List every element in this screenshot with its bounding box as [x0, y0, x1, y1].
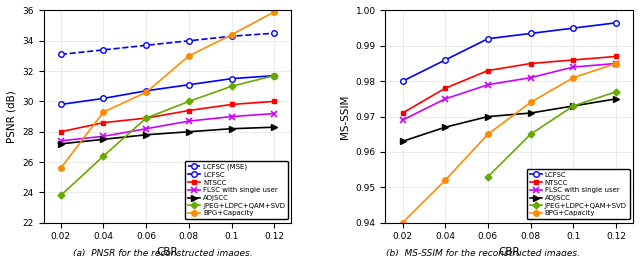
ADJSCC	[442, 126, 449, 129]
Line: LCFSC (MSE): LCFSC (MSE)	[58, 30, 277, 57]
BPG+Capacity	[527, 101, 534, 104]
JPEG+LDPC+QAM+SVD	[142, 116, 150, 120]
BPG+Capacity	[570, 76, 577, 79]
ADJSCC	[570, 104, 577, 108]
Text: (a)  PNSR for the reconstructed images.: (a) PNSR for the reconstructed images.	[74, 249, 253, 256]
LCFSC	[570, 27, 577, 30]
Line: BPG+Capacity: BPG+Capacity	[400, 61, 619, 226]
LCFSC	[399, 80, 406, 83]
FLSC with single user	[271, 112, 278, 115]
NTSCC	[100, 121, 108, 124]
ADJSCC	[142, 133, 150, 136]
NTSCC	[228, 103, 236, 106]
BPG+Capacity	[271, 10, 278, 14]
Line: BPG+Capacity: BPG+Capacity	[58, 9, 277, 171]
NTSCC	[142, 116, 150, 120]
Line: ADJSCC: ADJSCC	[58, 124, 277, 147]
Line: LCFSC: LCFSC	[400, 20, 619, 84]
LCFSC	[185, 83, 193, 86]
LCFSC (MSE)	[100, 48, 108, 51]
FLSC with single user	[399, 119, 406, 122]
BPG+Capacity	[484, 133, 492, 136]
LCFSC	[271, 74, 278, 77]
ADJSCC	[57, 142, 65, 145]
NTSCC	[442, 87, 449, 90]
NTSCC	[527, 62, 534, 65]
LCFSC	[142, 89, 150, 92]
FLSC with single user	[228, 115, 236, 118]
NTSCC	[185, 109, 193, 112]
BPG+Capacity	[442, 179, 449, 182]
Line: JPEG+LDPC+QAM+SVD: JPEG+LDPC+QAM+SVD	[486, 89, 618, 179]
NTSCC	[612, 55, 620, 58]
LCFSC	[228, 77, 236, 80]
Line: FLSC with single user: FLSC with single user	[399, 60, 619, 123]
LCFSC	[100, 97, 108, 100]
JPEG+LDPC+QAM+SVD	[612, 90, 620, 93]
Y-axis label: MS-SSIM: MS-SSIM	[340, 94, 350, 139]
LCFSC	[527, 32, 534, 35]
NTSCC	[57, 130, 65, 133]
ADJSCC	[100, 138, 108, 141]
JPEG+LDPC+QAM+SVD	[271, 74, 278, 77]
ADJSCC	[185, 130, 193, 133]
LCFSC	[612, 21, 620, 24]
LCFSC (MSE)	[142, 44, 150, 47]
NTSCC	[271, 100, 278, 103]
NTSCC	[570, 58, 577, 61]
FLSC with single user	[527, 76, 534, 79]
Text: (b)  MS-SSIM for the reconstructed images.: (b) MS-SSIM for the reconstructed images…	[386, 249, 580, 256]
Y-axis label: PSNR (dB): PSNR (dB)	[7, 90, 17, 143]
FLSC with single user	[612, 62, 620, 65]
JPEG+LDPC+QAM+SVD	[57, 194, 65, 197]
FLSC with single user	[570, 66, 577, 69]
NTSCC	[399, 112, 406, 115]
BPG+Capacity	[100, 111, 108, 114]
BPG+Capacity	[185, 54, 193, 57]
Line: LCFSC: LCFSC	[58, 73, 277, 107]
LCFSC	[442, 58, 449, 61]
ADJSCC	[399, 140, 406, 143]
JPEG+LDPC+QAM+SVD	[527, 133, 534, 136]
ADJSCC	[612, 97, 620, 100]
JPEG+LDPC+QAM+SVD	[228, 85, 236, 88]
Line: FLSC with single user: FLSC with single user	[58, 110, 277, 144]
FLSC with single user	[484, 83, 492, 86]
BPG+Capacity	[228, 33, 236, 36]
JPEG+LDPC+QAM+SVD	[570, 104, 577, 108]
JPEG+LDPC+QAM+SVD	[100, 154, 108, 157]
X-axis label: CBR: CBR	[157, 247, 179, 256]
Line: NTSCC: NTSCC	[58, 99, 276, 134]
BPG+Capacity	[57, 167, 65, 170]
BPG+Capacity	[142, 91, 150, 94]
Line: JPEG+LDPC+QAM+SVD: JPEG+LDPC+QAM+SVD	[58, 73, 276, 198]
X-axis label: CBR: CBR	[499, 247, 520, 256]
FLSC with single user	[185, 120, 193, 123]
FLSC with single user	[442, 97, 449, 100]
ADJSCC	[228, 127, 236, 130]
LCFSC (MSE)	[228, 35, 236, 38]
ADJSCC	[271, 126, 278, 129]
Legend: LCFSC (MSE), LCFSC, NTSCC, FLSC with single user, ADJSCC, JPEG+LDPC+QAM+SVD, BPG: LCFSC (MSE), LCFSC, NTSCC, FLSC with sin…	[185, 161, 288, 219]
FLSC with single user	[142, 127, 150, 130]
NTSCC	[484, 69, 492, 72]
FLSC with single user	[57, 139, 65, 142]
LCFSC (MSE)	[57, 53, 65, 56]
ADJSCC	[527, 112, 534, 115]
JPEG+LDPC+QAM+SVD	[484, 175, 492, 178]
ADJSCC	[484, 115, 492, 118]
LCFSC (MSE)	[271, 32, 278, 35]
Line: ADJSCC: ADJSCC	[400, 96, 619, 144]
Line: NTSCC: NTSCC	[400, 54, 618, 115]
BPG+Capacity	[612, 62, 620, 65]
LCFSC	[57, 103, 65, 106]
Legend: LCFSC, NTSCC, FLSC with single user, ADJSCC, JPEG+LDPC+QAM+SVD, BPG+Capacity: LCFSC, NTSCC, FLSC with single user, ADJ…	[527, 169, 630, 219]
FLSC with single user	[100, 135, 108, 138]
LCFSC (MSE)	[185, 39, 193, 42]
LCFSC	[484, 37, 492, 40]
BPG+Capacity	[399, 221, 406, 224]
JPEG+LDPC+QAM+SVD	[185, 100, 193, 103]
